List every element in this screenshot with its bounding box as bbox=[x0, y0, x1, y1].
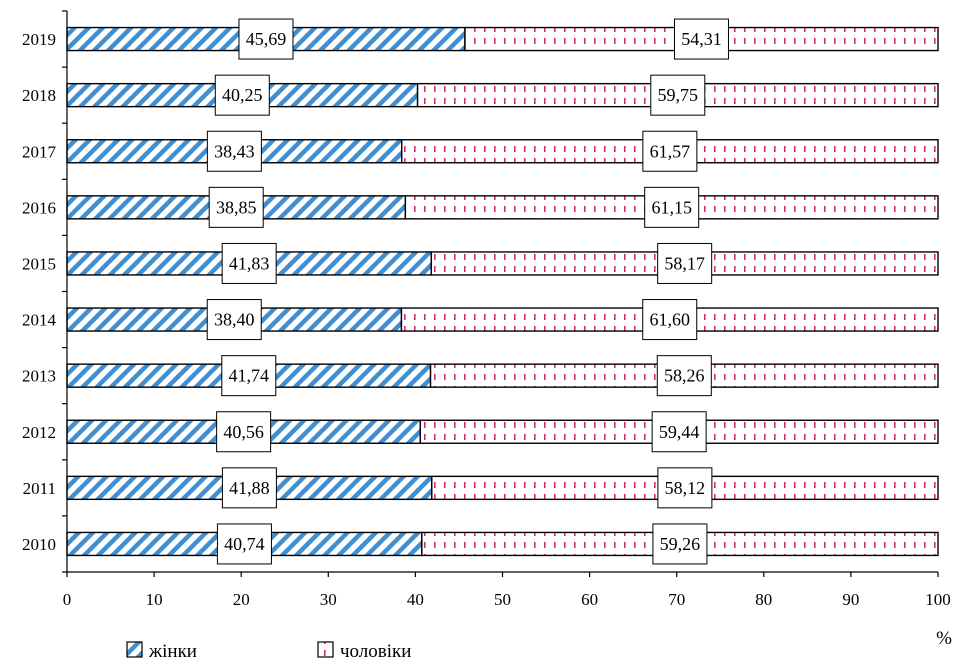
data-label-women-2010: 40,74 bbox=[216, 523, 272, 565]
data-label-text: 41,74 bbox=[229, 366, 270, 386]
x-tick-label-90: 90 bbox=[842, 590, 859, 609]
y-tick-label-2013: 2013 bbox=[22, 367, 56, 386]
data-label-women-2016: 38,85 bbox=[208, 186, 264, 228]
data-label-box bbox=[642, 130, 698, 172]
data-label-text: 61,60 bbox=[649, 310, 690, 330]
y-tick-label-2010: 2010 bbox=[22, 535, 56, 554]
y-tick-label-2016: 2016 bbox=[22, 198, 56, 217]
data-label-men-2012: 59,44 bbox=[651, 411, 707, 453]
data-label-women-2015: 41,83 bbox=[221, 242, 277, 284]
legend-label: жінки bbox=[148, 641, 197, 662]
y-tick-label-2018: 2018 bbox=[22, 86, 56, 105]
data-label-text: 38,43 bbox=[214, 141, 255, 161]
x-tick-label-80: 80 bbox=[755, 590, 772, 609]
x-tick-label-20: 20 bbox=[233, 590, 250, 609]
data-label-box bbox=[650, 74, 706, 116]
x-tick-label-10: 10 bbox=[146, 590, 163, 609]
data-label-men-2015: 58,17 bbox=[657, 242, 713, 284]
x-tick-label-60: 60 bbox=[581, 590, 598, 609]
data-label-box bbox=[644, 186, 700, 228]
data-label-women-2017: 38,43 bbox=[206, 130, 262, 172]
data-label-text: 59,26 bbox=[660, 534, 701, 554]
y-tick-label-2011: 2011 bbox=[23, 479, 56, 498]
data-label-women-2012: 40,56 bbox=[216, 411, 272, 453]
bars-layer bbox=[66, 26, 939, 557]
x-unit-label: % bbox=[936, 628, 952, 649]
data-label-text: 40,56 bbox=[223, 422, 264, 442]
data-label-box bbox=[206, 130, 262, 172]
data-label-text: 58,17 bbox=[664, 253, 705, 273]
data-label-men-2010: 59,26 bbox=[652, 523, 708, 565]
data-label-men-2014: 61,60 bbox=[642, 299, 698, 341]
data-label-text: 40,25 bbox=[222, 85, 263, 105]
data-label-box bbox=[221, 467, 277, 509]
data-label-text: 38,40 bbox=[214, 310, 255, 330]
data-label-box bbox=[652, 523, 708, 565]
data-label-text: 58,26 bbox=[664, 366, 705, 386]
data-label-text: 61,57 bbox=[650, 141, 691, 161]
data-labels-layer: 45,69 54,31 40,25 59,75 38,43 61,57 38,85 61,15… bbox=[206, 18, 729, 565]
x-tick-label-40: 40 bbox=[407, 590, 424, 609]
legend-label: чоловіки bbox=[340, 641, 411, 662]
data-label-men-2013: 58,26 bbox=[656, 355, 712, 397]
data-label-text: 45,69 bbox=[246, 29, 287, 49]
y-tick-label-2014: 2014 bbox=[22, 311, 57, 330]
data-label-text: 41,83 bbox=[229, 253, 270, 273]
data-label-box bbox=[642, 299, 698, 341]
data-label-text: 58,12 bbox=[665, 478, 706, 498]
x-tick-label-70: 70 bbox=[668, 590, 685, 609]
data-label-text: 38,85 bbox=[216, 197, 257, 217]
data-label-women-2019: 45,69 bbox=[238, 18, 294, 60]
data-label-text: 59,75 bbox=[658, 85, 699, 105]
x-tick-label-30: 30 bbox=[320, 590, 337, 609]
data-label-women-2018: 40,25 bbox=[214, 74, 270, 116]
data-label-men-2016: 61,15 bbox=[644, 186, 700, 228]
data-label-text: 59,44 bbox=[659, 422, 700, 442]
data-label-box bbox=[221, 355, 277, 397]
data-label-box bbox=[657, 467, 713, 509]
x-tick-label-100: 100 bbox=[925, 590, 951, 609]
data-label-women-2011: 41,88 bbox=[221, 467, 277, 509]
x-tick-label-50: 50 bbox=[494, 590, 511, 609]
legend-item-women: жінки bbox=[126, 641, 197, 662]
data-label-box bbox=[216, 523, 272, 565]
data-label-box bbox=[673, 18, 729, 60]
data-label-men-2017: 61,57 bbox=[642, 130, 698, 172]
y-tick-label-2017: 2017 bbox=[22, 142, 57, 161]
data-label-text: 54,31 bbox=[681, 29, 722, 49]
data-label-men-2018: 59,75 bbox=[650, 74, 706, 116]
data-label-box bbox=[214, 74, 270, 116]
data-label-box bbox=[221, 242, 277, 284]
data-label-box bbox=[656, 355, 712, 397]
data-label-text: 40,74 bbox=[224, 534, 265, 554]
axes-layer: 2019201820172016201520142013201220112010… bbox=[22, 10, 952, 649]
data-label-box bbox=[208, 186, 264, 228]
legend-item-men: чоловіки bbox=[317, 641, 411, 662]
data-label-men-2019: 54,31 bbox=[673, 18, 729, 60]
legend-swatch bbox=[126, 641, 143, 658]
y-tick-label-2019: 2019 bbox=[22, 30, 56, 49]
x-tick-label-0: 0 bbox=[63, 590, 72, 609]
data-label-women-2013: 41,74 bbox=[221, 355, 277, 397]
legend-swatch bbox=[317, 641, 334, 658]
data-label-box bbox=[216, 411, 272, 453]
data-label-men-2011: 58,12 bbox=[657, 467, 713, 509]
data-label-box bbox=[206, 299, 262, 341]
data-label-box bbox=[651, 411, 707, 453]
data-label-text: 61,15 bbox=[651, 197, 692, 217]
y-tick-label-2015: 2015 bbox=[22, 254, 56, 273]
data-label-box bbox=[238, 18, 294, 60]
y-tick-label-2012: 2012 bbox=[22, 423, 56, 442]
data-label-text: 41,88 bbox=[229, 478, 270, 498]
legend: жінки чоловіки bbox=[126, 641, 411, 662]
data-label-box bbox=[657, 242, 713, 284]
data-label-women-2014: 38,40 bbox=[206, 299, 262, 341]
